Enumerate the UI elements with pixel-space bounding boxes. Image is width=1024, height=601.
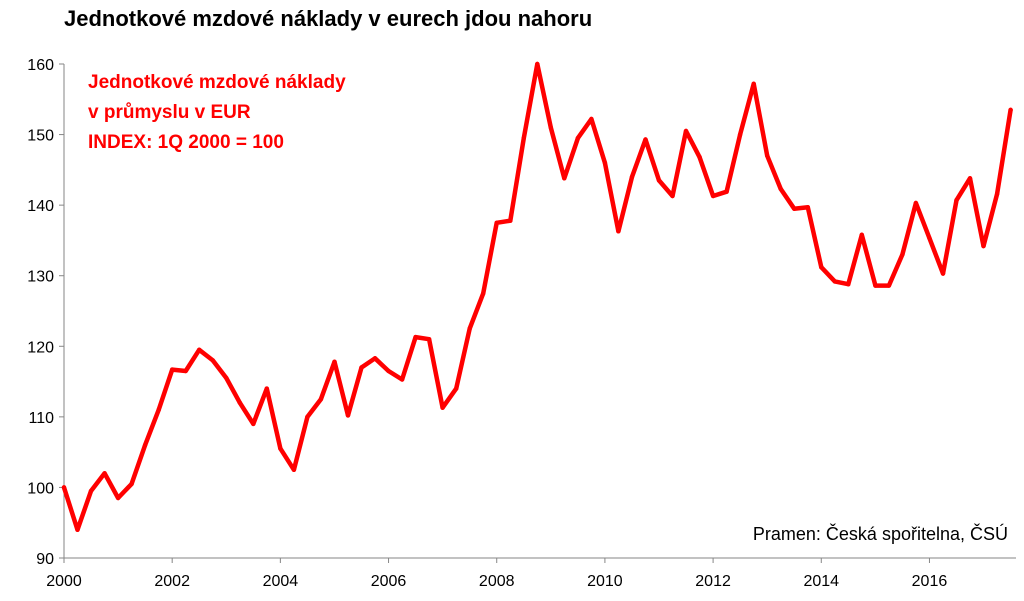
data-point [156, 407, 161, 412]
data-point [765, 153, 770, 158]
data-point [386, 368, 391, 374]
data-points [61, 61, 1013, 532]
data-point [792, 206, 797, 211]
data-point [372, 356, 378, 361]
annotation-line-2: v průmyslu v EUR [88, 102, 251, 123]
data-point [548, 125, 553, 130]
data-point [1008, 107, 1013, 113]
data-point [142, 442, 148, 448]
data-point [318, 397, 324, 402]
data-point [981, 243, 986, 249]
source-note: Pramen: Česká spořitelna, ČSÚ [753, 523, 1008, 544]
data-point [75, 527, 80, 532]
data-point [399, 377, 405, 382]
data-point [913, 200, 919, 206]
y-tick-label: 120 [27, 339, 54, 356]
data-point [210, 358, 215, 363]
data-point [454, 386, 459, 391]
x-tick-label: 2012 [695, 573, 731, 590]
data-point [237, 400, 242, 405]
data-point [954, 198, 959, 203]
data-point [778, 186, 783, 192]
data-point [88, 488, 94, 494]
data-point [710, 193, 716, 199]
data-point [494, 220, 499, 225]
y-tick-label: 140 [27, 198, 54, 215]
data-point [886, 283, 892, 288]
data-point [697, 155, 702, 160]
data-point [751, 81, 756, 87]
data-point [562, 176, 567, 181]
x-tick-label: 2010 [587, 573, 623, 590]
data-point [629, 174, 635, 180]
data-point [873, 283, 878, 288]
data-point [967, 176, 973, 181]
data-point [656, 178, 662, 183]
data-point [251, 421, 256, 427]
data-point [224, 375, 229, 381]
y-tick-label: 110 [28, 410, 54, 427]
data-point [900, 252, 905, 257]
y-tick-label: 160 [27, 57, 54, 74]
data-point [927, 236, 932, 241]
chart-title: Jednotkové mzdové náklady v eurech jdou … [64, 6, 593, 31]
x-tick-label: 2000 [46, 573, 82, 590]
data-point [345, 413, 351, 418]
x-tick-label: 2014 [803, 573, 839, 590]
y-tick-label: 130 [27, 269, 54, 286]
data-point [115, 495, 121, 501]
data-point [832, 279, 837, 284]
data-point [737, 132, 743, 137]
data-point [359, 365, 364, 370]
data-point [129, 481, 134, 487]
data-point [724, 189, 729, 194]
x-tick-label: 2016 [912, 573, 948, 590]
x-axis-ticks: 2000 2002 2004 2006 2008 2010 2012 2014 2016 [46, 558, 947, 590]
x-tick-label: 2002 [154, 573, 190, 590]
data-point [683, 128, 689, 134]
y-tick-label: 100 [27, 480, 54, 497]
data-point [197, 347, 202, 352]
data-point [278, 446, 283, 451]
x-tick-label: 2006 [371, 573, 407, 590]
data-point [589, 116, 594, 122]
data-point [859, 232, 864, 237]
data-point [643, 137, 648, 142]
data-point [521, 135, 526, 141]
data-point [426, 337, 432, 342]
annotation-line-3: INDEX: 1Q 2000 = 100 [88, 132, 284, 153]
data-point [940, 271, 946, 276]
data-point [332, 359, 337, 364]
data-point [846, 282, 851, 287]
y-tick-label: 90 [36, 551, 54, 568]
data-point [183, 368, 188, 374]
data-point [481, 291, 486, 296]
data-point [602, 160, 608, 165]
annotation-line-1: Jednotkové mzdové náklady [88, 72, 346, 93]
y-tick-label: 150 [27, 128, 54, 145]
y-axis-ticks: 90 100 110 120 130 140 150 160 [27, 57, 64, 568]
data-point [291, 467, 297, 472]
data-point [805, 205, 810, 210]
data-point [575, 135, 581, 141]
data-point [440, 405, 445, 410]
data-point [670, 193, 675, 199]
x-tick-label: 2008 [479, 573, 515, 590]
data-point [819, 265, 824, 270]
data-point [264, 386, 269, 391]
data-point [170, 367, 175, 372]
data-point [994, 191, 1000, 197]
data-point [413, 334, 418, 340]
data-point [61, 485, 67, 490]
data-point [508, 218, 513, 223]
data-point [467, 326, 472, 331]
data-point [535, 61, 540, 67]
data-point [305, 414, 310, 420]
x-tick-label: 2004 [263, 573, 299, 590]
data-point [616, 229, 621, 234]
data-point [102, 471, 107, 476]
